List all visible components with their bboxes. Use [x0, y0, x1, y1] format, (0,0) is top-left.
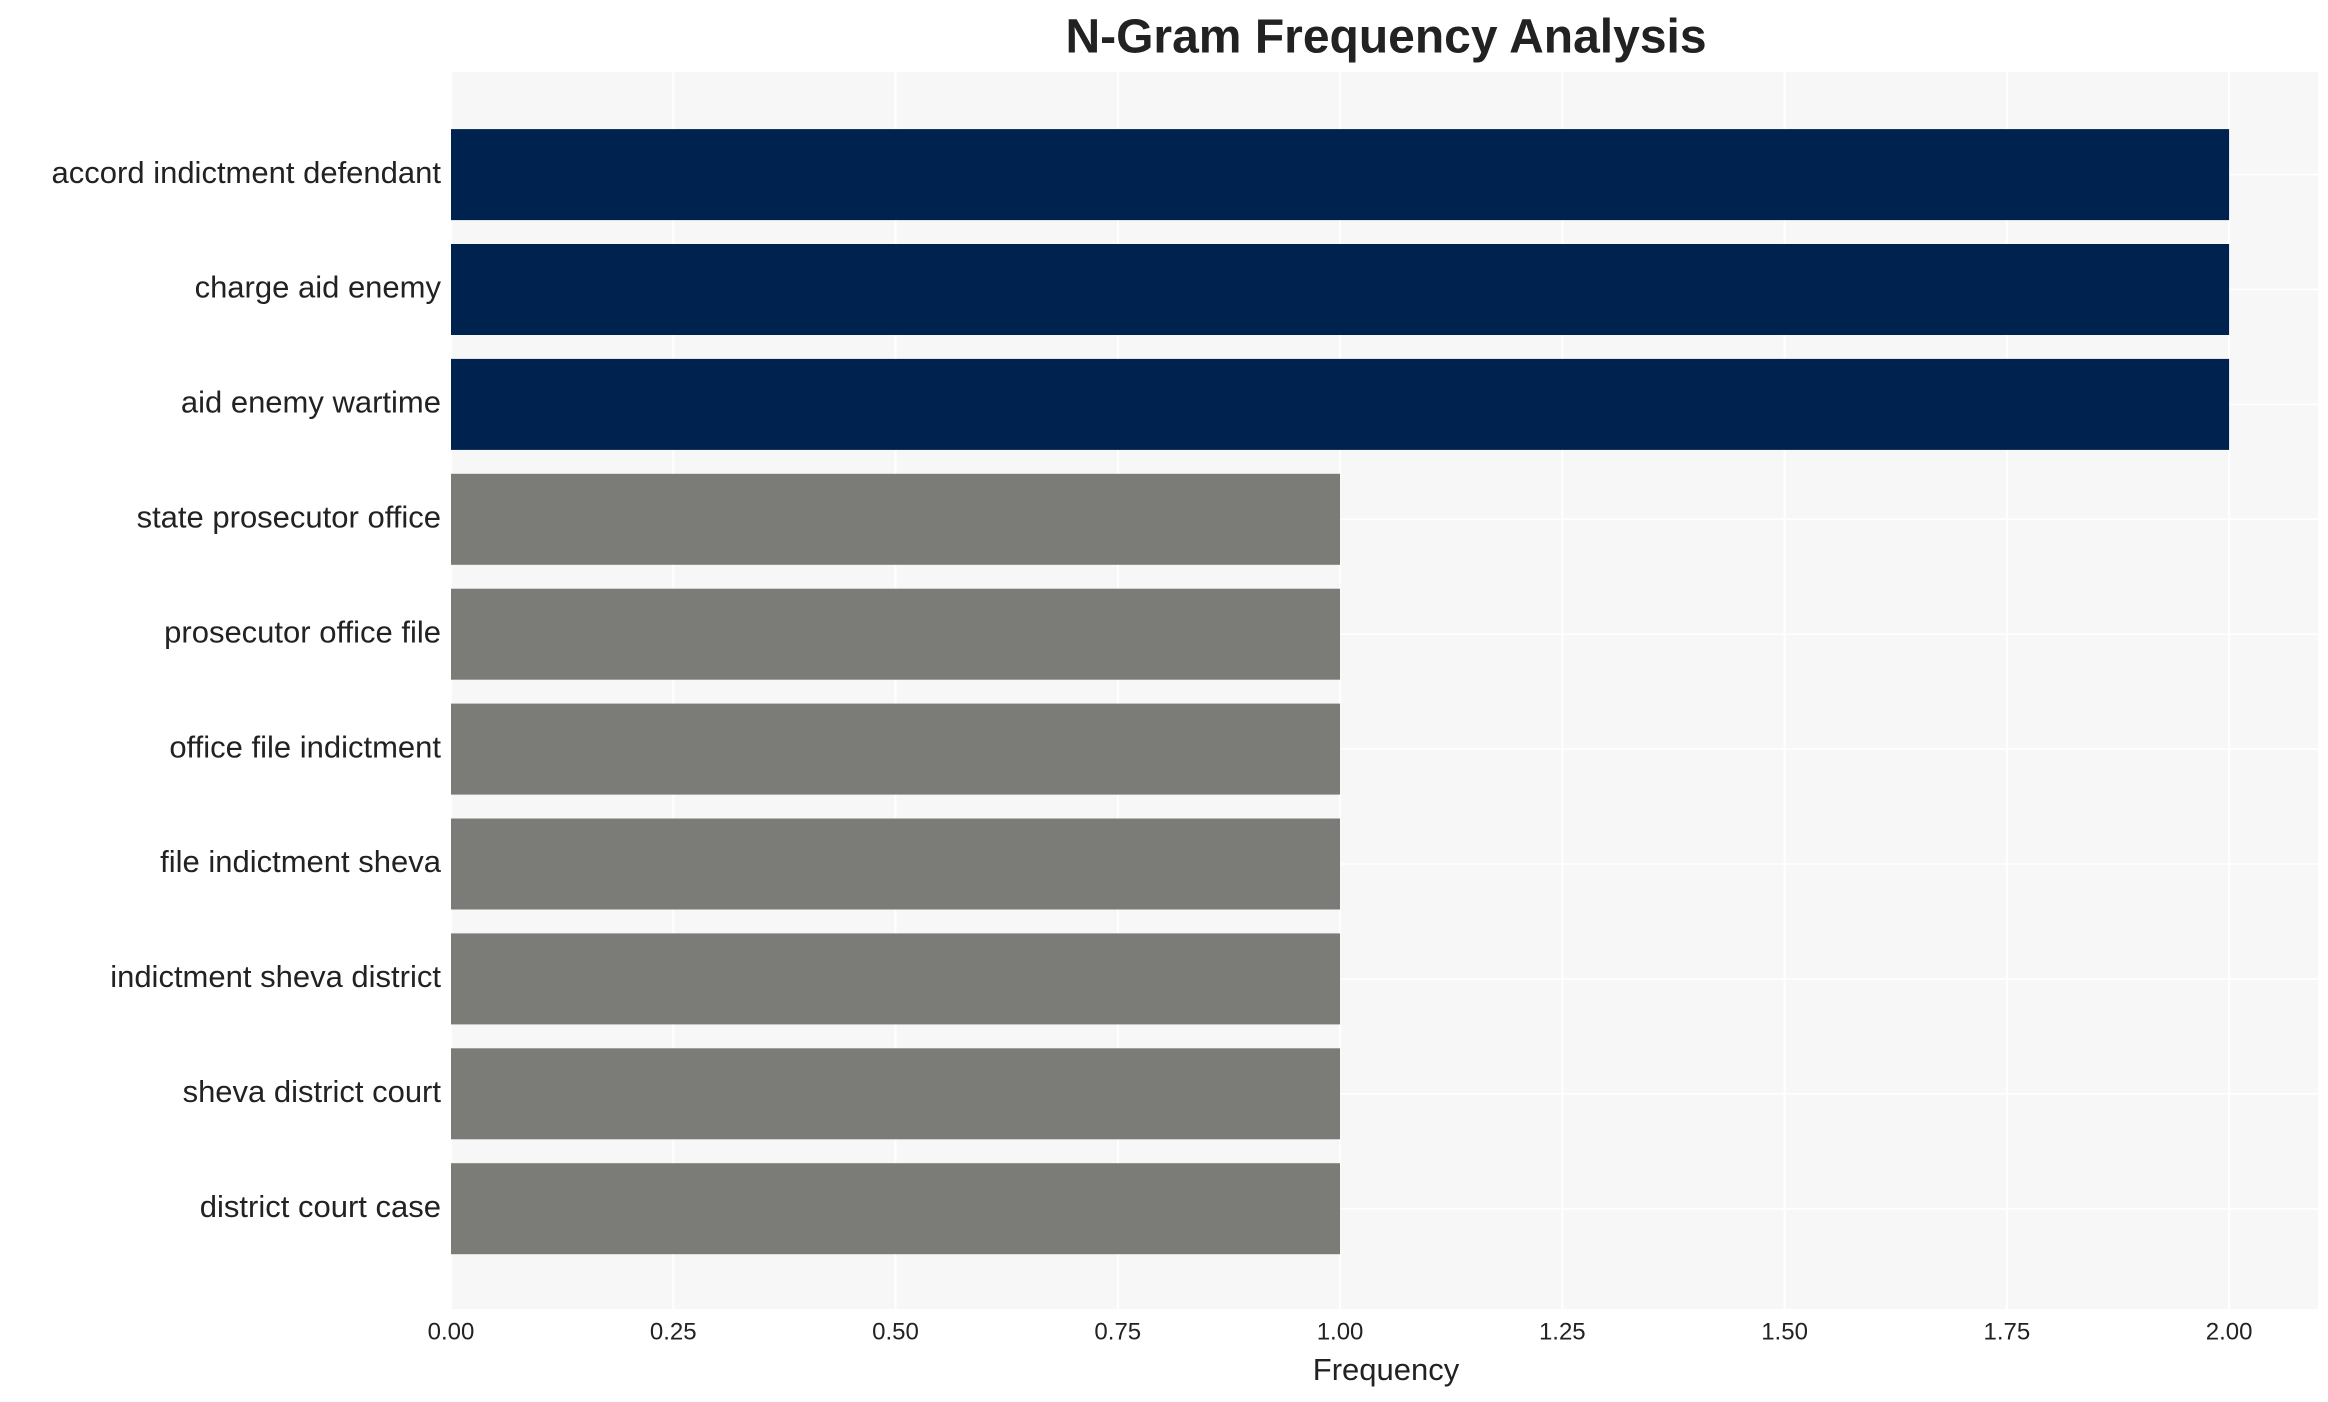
- bar: [451, 473, 1341, 565]
- x-tick-label: 0.75: [1094, 1318, 1141, 1345]
- bar: [451, 244, 2230, 335]
- bar: [451, 129, 2230, 221]
- bar: [451, 818, 1341, 910]
- bar: [451, 1048, 1341, 1140]
- bar: [451, 588, 1341, 680]
- y-tick-label: district court case: [200, 1189, 441, 1224]
- y-tick-label: office file indictment: [169, 729, 441, 764]
- x-axis-label: Frequency: [1313, 1352, 1460, 1387]
- bar: [451, 1163, 1341, 1255]
- y-tick-label: state prosecutor office: [137, 499, 441, 534]
- bar: [451, 358, 2230, 450]
- x-tick-label: 2.00: [2206, 1318, 2253, 1345]
- y-tick-label: charge aid enemy: [195, 270, 442, 305]
- bar: [451, 933, 1341, 1025]
- x-tick-label: 0.00: [428, 1318, 475, 1345]
- y-tick-label: sheva district court: [183, 1074, 442, 1109]
- y-tick-label: accord indictment defendant: [52, 155, 442, 190]
- chart-title: N-Gram Frequency Analysis: [1065, 11, 1706, 64]
- y-tick-label: aid enemy wartime: [181, 385, 441, 420]
- x-tick-label: 0.25: [650, 1318, 697, 1345]
- x-tick-label: 1.25: [1539, 1318, 1586, 1345]
- x-tick-label: 1.50: [1761, 1318, 1808, 1345]
- x-tick-label: 1.00: [1317, 1318, 1364, 1345]
- x-tick-label: 1.75: [1983, 1318, 2030, 1345]
- y-tick-label: file indictment sheva: [160, 844, 442, 879]
- y-tick-label: prosecutor office file: [164, 614, 441, 649]
- y-tick-label: indictment sheva district: [110, 959, 441, 994]
- x-tick-label: 0.50: [872, 1318, 919, 1345]
- bar: [451, 703, 1341, 795]
